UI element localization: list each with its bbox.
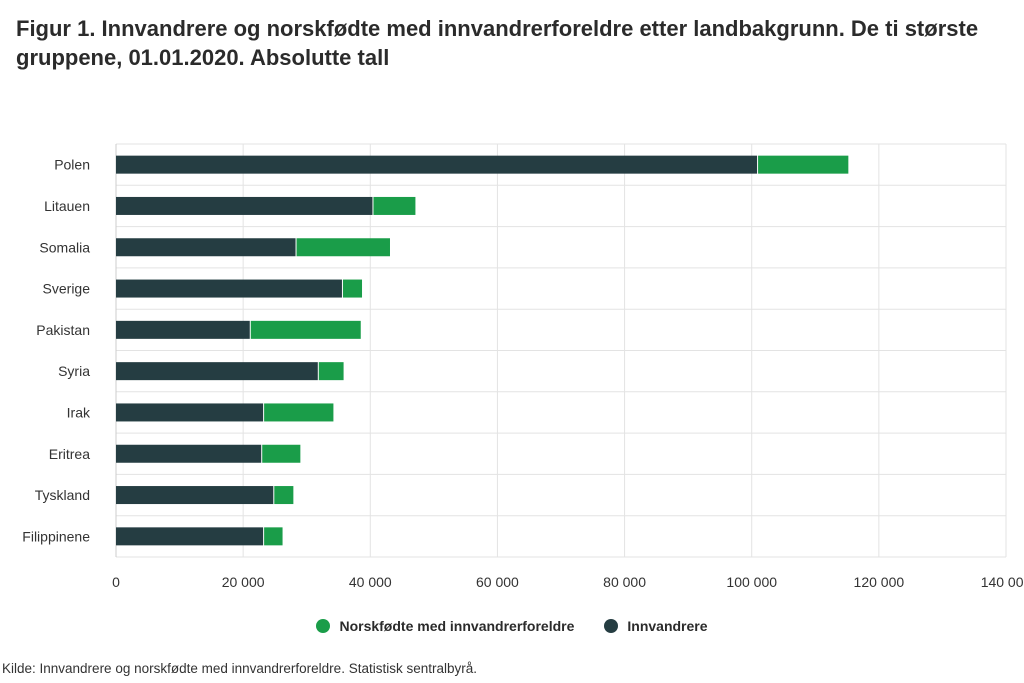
labels-layer: 0 20 000 40 000 60 000 80 000 100 000 120 000 1… [22, 157, 1024, 590]
category-label: Pakistan [36, 322, 90, 338]
legend: Norskfødte med innvandrerforeldre Innvan… [0, 618, 1024, 634]
x-tick-label: 20 000 [222, 574, 265, 590]
bar-segment-innvandrere[interactable] [116, 155, 758, 174]
legend-swatch-innvandrere [604, 619, 619, 633]
x-tick-label: 120 000 [854, 574, 905, 590]
category-label: Polen [54, 157, 90, 173]
bar-segment-norskfodte[interactable] [262, 444, 301, 463]
chart-title: Figur 1. Innvandrere og norskfødte med i… [16, 16, 979, 70]
bar-segment-norskfodte[interactable] [250, 320, 361, 339]
bar-segment-innvandrere[interactable] [116, 403, 264, 422]
x-tick-label: 140 000 [981, 574, 1024, 590]
category-label: Somalia [39, 239, 90, 255]
category-label: Filippinene [22, 528, 90, 544]
source-note: Kilde: Innvandrere og norskfødte med inn… [2, 661, 477, 676]
category-label: Litauen [44, 198, 90, 214]
bar-segment-innvandrere[interactable] [116, 362, 318, 381]
bar-segment-norskfodte[interactable] [296, 238, 390, 257]
bar-segment-innvandrere[interactable] [116, 486, 274, 505]
category-label: Irak [67, 404, 91, 420]
category-label: Syria [58, 363, 90, 379]
bar-segment-norskfodte[interactable] [758, 155, 849, 174]
bar-segment-norskfodte[interactable] [342, 279, 363, 298]
category-label: Eritrea [49, 446, 90, 462]
category-label: Tyskland [35, 487, 90, 503]
legend-label-innvandrere: Innvandrere [627, 618, 708, 634]
x-tick-label: 40 000 [349, 574, 392, 590]
bar-segment-norskfodte[interactable] [373, 196, 416, 215]
bar-segment-innvandrere[interactable] [116, 320, 250, 339]
legend-swatch-norskfodte [316, 619, 331, 633]
bar-segment-innvandrere[interactable] [116, 238, 296, 257]
x-tick-label: 60 000 [476, 574, 519, 590]
bar-segment-norskfodte[interactable] [264, 403, 334, 422]
bar-segment-innvandrere[interactable] [116, 444, 262, 463]
bar-segment-norskfodte[interactable] [318, 362, 344, 381]
x-tick-label: 100 000 [726, 574, 777, 590]
legend-item-norskfodte[interactable]: Norskfødte med innvandrerforeldre [316, 618, 574, 634]
x-tick-label: 80 000 [603, 574, 646, 590]
bar-segment-norskfodte[interactable] [264, 527, 283, 546]
bar-segment-innvandrere[interactable] [116, 196, 373, 215]
bars-layer [116, 155, 849, 546]
bar-segment-innvandrere[interactable] [116, 527, 264, 546]
stacked-bar-chart: 0 20 000 40 000 60 000 80 000 100 000 120 000 1… [22, 143, 1024, 590]
category-label: Sverige [43, 281, 91, 297]
x-tick-label: 0 [112, 574, 120, 590]
legend-item-innvandrere[interactable]: Innvandrere [604, 618, 708, 634]
bar-segment-innvandrere[interactable] [116, 279, 342, 298]
bar-segment-norskfodte[interactable] [274, 486, 294, 505]
legend-label-norskfodte: Norskfødte med innvandrerforeldre [339, 618, 575, 634]
grid-layer [115, 143, 1007, 558]
